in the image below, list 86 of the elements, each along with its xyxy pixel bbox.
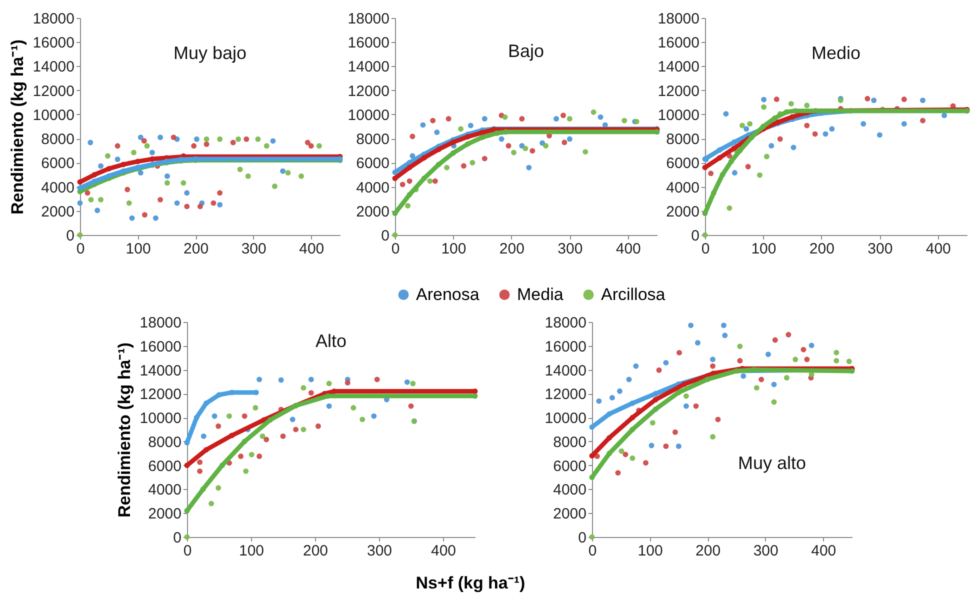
y-tick-label: 4000 <box>148 482 182 499</box>
text: Muy alto <box>738 453 806 473</box>
y-tick-label: 16000 <box>544 338 586 356</box>
y-tick-label: 18000 <box>544 314 586 332</box>
y-tick-label: 16000 <box>32 34 74 52</box>
y-tick-label: 8000 <box>148 434 182 451</box>
y-tick-label: 12000 <box>658 82 700 100</box>
x-tick-label: 300 <box>868 240 893 258</box>
x-tick-label: 300 <box>366 542 392 560</box>
x-tick-label: 400 <box>430 542 456 560</box>
text: Alto <box>315 331 347 351</box>
x-tick-label: 300 <box>558 240 583 258</box>
y-tick-label: 6000 <box>148 458 182 475</box>
y-tick-label: 16000 <box>348 34 390 52</box>
y-tick-label: 2000 <box>148 506 182 523</box>
y-tick-label: 18000 <box>32 10 74 28</box>
text: Bajo <box>508 41 544 61</box>
y-tick-label: 6000 <box>41 155 74 172</box>
y-tick-label: 0 <box>691 228 700 244</box>
x-tick-label: 200 <box>809 240 834 258</box>
x-tick-label: 0 <box>588 542 597 560</box>
x-tick-label: 400 <box>299 240 324 258</box>
y-tick-label: 2000 <box>553 506 586 523</box>
y-tick-label: 8000 <box>41 131 74 148</box>
y-tick-label: 14000 <box>658 58 700 76</box>
y-tick-label: 18000 <box>140 314 182 332</box>
x-tick-label: 300 <box>753 542 778 560</box>
x-tick-label: 0 <box>391 240 400 258</box>
x-axis-title: Ns+f (kg ha⁻¹) <box>416 574 526 592</box>
x-tick-label: 0 <box>701 240 710 258</box>
y-tick-label: 6000 <box>356 155 390 172</box>
y-tick-label: 14000 <box>348 58 390 76</box>
y-tick-label: 10000 <box>658 106 700 124</box>
y-tick-label: 10000 <box>348 106 390 124</box>
text: Muy bajo <box>173 43 247 63</box>
y-tick-label: 14000 <box>140 362 182 380</box>
y-tick-label: 10000 <box>544 410 586 428</box>
x-tick-label: 100 <box>238 542 264 560</box>
y-tick-label: 8000 <box>356 131 390 148</box>
y-tick-label: 4000 <box>553 482 586 499</box>
y-tick-label: 12000 <box>32 82 74 100</box>
x-tick-label: 400 <box>811 542 836 560</box>
y-tick-label: 16000 <box>658 34 700 52</box>
y-tick-label: 0 <box>173 530 182 546</box>
x-tick-label: 100 <box>126 240 151 258</box>
y-axis-title: Rendimiento (kg ha⁻¹) <box>8 39 27 215</box>
y-tick-label: 4000 <box>666 179 700 196</box>
y-tick-label: 2000 <box>666 203 700 220</box>
y-tick-label: 8000 <box>553 434 586 451</box>
y-tick-label: 4000 <box>356 179 390 196</box>
y-axis-title: Rendimiento (kg ha⁻¹) <box>114 342 134 518</box>
legend-label: Media <box>517 284 564 304</box>
y-tick-label: 2000 <box>356 203 390 220</box>
y-tick-label: 10000 <box>140 410 182 428</box>
x-tick-label: 100 <box>441 240 466 258</box>
y-tick-label: 6000 <box>553 458 586 475</box>
y-tick-label: 18000 <box>348 10 390 28</box>
y-tick-label: 12000 <box>348 82 390 100</box>
y-tick-label: 18000 <box>658 10 700 28</box>
text: Medio <box>811 43 861 63</box>
y-tick-label: 0 <box>381 228 390 244</box>
y-tick-label: 0 <box>578 530 586 546</box>
y-tick-label: 12000 <box>140 386 182 404</box>
x-tick-label: 200 <box>696 542 721 560</box>
y-tick-label: 14000 <box>32 58 74 76</box>
x-tick-label: 400 <box>616 240 641 258</box>
y-tick-label: 6000 <box>666 155 700 172</box>
y-tick-label: 2000 <box>41 203 74 220</box>
legend-label: Arcillosa <box>601 284 666 304</box>
y-tick-label: 4000 <box>41 179 74 196</box>
y-tick-label: 14000 <box>544 362 586 380</box>
y-tick-label: 10000 <box>32 106 74 124</box>
x-tick-label: 200 <box>499 240 524 258</box>
x-tick-label: 0 <box>183 542 192 560</box>
x-tick-label: 200 <box>302 542 328 560</box>
x-tick-label: 100 <box>751 240 776 258</box>
y-tick-label: 8000 <box>666 131 700 148</box>
x-tick-label: 300 <box>241 240 266 258</box>
y-tick-label: 16000 <box>140 338 182 356</box>
legend-label: Arenosa <box>416 284 480 304</box>
y-tick-label: 0 <box>66 228 74 244</box>
x-tick-label: 400 <box>926 240 951 258</box>
x-tick-label: 0 <box>76 240 85 258</box>
y-tick-label: 12000 <box>544 386 586 404</box>
x-tick-label: 100 <box>638 542 663 560</box>
x-tick-label: 200 <box>184 240 209 258</box>
